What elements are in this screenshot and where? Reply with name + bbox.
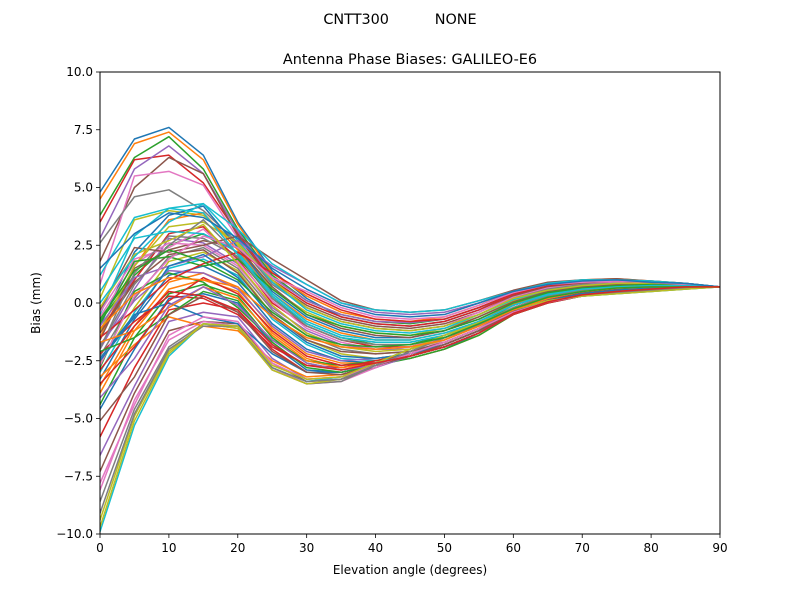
- y-tick-label: 10.0: [66, 65, 93, 79]
- x-axis: 0 10 20 30 40 50 60 70 80 90: [96, 534, 728, 555]
- x-tick-label: 80: [643, 541, 658, 555]
- series-line: [100, 286, 720, 371]
- series-line: [100, 239, 720, 341]
- x-tick-label: 90: [712, 541, 727, 555]
- x-tick-label: 40: [368, 541, 383, 555]
- x-tick-label: 10: [161, 541, 176, 555]
- y-axis: −10.0 −7.5 −5.0 −2.5 0.0 2.5 5.0 7.5 10.0: [56, 65, 100, 541]
- y-tick-label: 0.0: [74, 296, 93, 310]
- x-tick-label: 20: [230, 541, 245, 555]
- chart-title: Antenna Phase Biases: GALILEO-E6: [283, 52, 537, 68]
- y-tick-label: 5.0: [74, 181, 93, 195]
- x-tick-label: 30: [299, 541, 314, 555]
- x-tick-label: 0: [96, 541, 104, 555]
- series-line: [100, 212, 720, 318]
- series-line: [100, 286, 720, 528]
- y-tick-label: −2.5: [64, 354, 93, 368]
- series-line: [100, 221, 720, 332]
- y-axis-label: Bias (mm): [29, 272, 43, 334]
- x-tick-label: 70: [575, 541, 590, 555]
- y-tick-label: −10.0: [56, 527, 93, 541]
- figure-suptitle: CNTT300 NONE: [323, 12, 476, 28]
- series-line: [100, 286, 720, 514]
- y-tick-label: 7.5: [74, 123, 93, 137]
- x-axis-label: Elevation angle (degrees): [333, 563, 487, 577]
- series-line: [100, 256, 720, 337]
- series-line: [100, 249, 720, 348]
- x-tick-label: 60: [506, 541, 521, 555]
- y-tick-label: −5.0: [64, 412, 93, 426]
- y-tick-label: 2.5: [74, 238, 93, 252]
- series-line: [100, 207, 720, 344]
- y-tick-label: −7.5: [64, 469, 93, 483]
- series-group: [100, 126, 720, 532]
- series-line: [100, 235, 720, 366]
- x-tick-label: 50: [437, 541, 452, 555]
